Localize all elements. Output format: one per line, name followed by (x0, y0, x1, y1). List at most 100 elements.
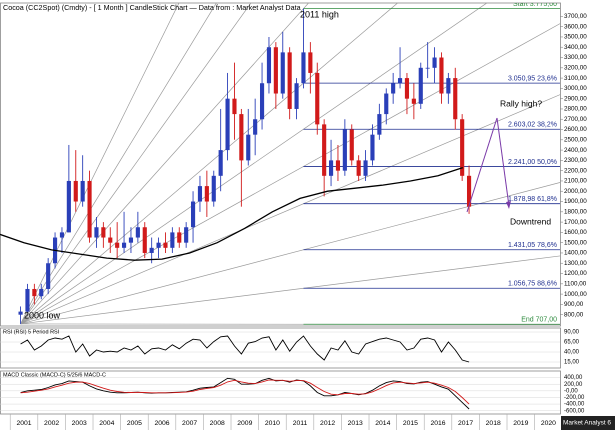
candle-body (349, 129, 354, 161)
candle-body (335, 160, 341, 171)
candle-body (204, 186, 209, 202)
candle-body (197, 186, 203, 202)
y-tick-label: 1500,00 (564, 239, 587, 246)
candle-body (163, 242, 168, 248)
y-tick-label: 1400,00 (564, 250, 587, 257)
indicator-line (20, 377, 470, 410)
candle-body (411, 98, 416, 104)
candle-body (273, 47, 278, 94)
candle-body (315, 72, 320, 125)
candle-body (439, 57, 444, 94)
y-tick-label: 15,00 (564, 360, 580, 366)
fib-label: 1.056,75 88,6% (508, 281, 557, 288)
fan-line (20, 3, 488, 325)
candle-body (87, 180, 92, 238)
candle-body (32, 288, 37, 297)
candle-body (101, 227, 106, 238)
fan-line (20, 3, 180, 325)
x-tick-label: 2001 (16, 420, 31, 427)
x-tick-label: 2019 (513, 420, 528, 427)
candle-body (184, 227, 189, 243)
x-tick-label: 2007 (182, 420, 197, 427)
fan-line (20, 3, 310, 325)
candle-body (301, 52, 306, 84)
y-tick-label: 1000,00 (564, 291, 587, 298)
candle-body (39, 288, 44, 297)
moving-average (0, 166, 464, 261)
y-tick-label: 65,00 (564, 340, 580, 346)
candle-body (18, 311, 23, 315)
footer: Market Analyst 6 (563, 420, 611, 427)
candle-body (156, 242, 161, 248)
y-tick-label: 40,00 (564, 350, 580, 356)
candle-body (404, 78, 410, 99)
fib-label: 1.431,05 78,6% (508, 242, 557, 249)
candle-body (59, 232, 65, 238)
candle-body (432, 57, 437, 68)
y-tick-label: 2400,00 (564, 147, 587, 154)
y-tick-label: 800,00 (564, 311, 584, 318)
y-tick-label: 3400,00 (564, 44, 587, 51)
candle-body (190, 201, 196, 228)
candle-body (356, 160, 361, 176)
candle-body (170, 232, 175, 248)
y-tick-label: 1900,00 (564, 198, 587, 205)
candle-body (25, 288, 30, 312)
chart-title: Cocoa (CC2Spot) (Cmdty) - [ 1 Month ] Ca… (3, 3, 301, 12)
x-tick-label: 2018 (486, 420, 501, 427)
y-tick-label: 2100,00 (564, 178, 587, 185)
candle-body (460, 119, 465, 176)
x-tick-label: 2013 (348, 420, 363, 427)
annotation: Downtrend (510, 216, 551, 226)
candle-body (94, 227, 99, 238)
x-tick-label: 2010 (265, 420, 280, 427)
y-tick-label: 1200,00 (564, 270, 587, 277)
y-tick-label: 1600,00 (564, 229, 587, 236)
y-tick-label: 2200,00 (564, 167, 587, 174)
macd-panel (0, 370, 561, 415)
candle-body (232, 98, 237, 115)
x-tick-label: 2017 (458, 420, 473, 427)
candle-body (328, 160, 334, 176)
candle-body (218, 150, 223, 176)
indicator-line (20, 335, 470, 363)
candle-body (135, 227, 140, 238)
y-tick-label: 1100,00 (564, 280, 587, 287)
candle-body (446, 78, 451, 94)
candle-body (377, 114, 382, 135)
y-tick-label: 3200,00 (564, 64, 587, 71)
y-tick-label: 3700,00 (564, 13, 587, 20)
x-tick-label: 2011 (293, 420, 308, 427)
y-tick-label: 3000,00 (564, 85, 587, 92)
candle-body (239, 114, 244, 161)
fib-label: 1.878,98 61,8% (508, 196, 557, 203)
x-tick-label: 2012 (320, 420, 335, 427)
candle-body (211, 175, 216, 202)
candle-body (466, 175, 472, 207)
candle-body (259, 83, 265, 120)
y-tick-label: 2000,00 (564, 188, 587, 195)
candle-body (397, 78, 403, 84)
candle-body (149, 247, 154, 253)
fib-label: End 707,00 (521, 317, 557, 324)
x-tick-label: 2020 (541, 420, 556, 427)
macd-title: MACD Classic (MACD-C) 5/25/6 MACD-C (3, 372, 106, 378)
x-tick-label: 2006 (154, 420, 169, 427)
y-tick-label: 2600,00 (564, 126, 587, 133)
x-tick-label: 2014 (375, 420, 390, 427)
x-tick-label: 2009 (237, 420, 252, 427)
y-tick-label: 1300,00 (564, 260, 587, 267)
fib-label: 2.603,02 38,2% (508, 122, 557, 129)
rsi-title: RSI (RSI) 5 Period RSI (3, 329, 60, 335)
footer-box (561, 416, 615, 430)
candle-body (80, 180, 85, 202)
candle-body (73, 180, 78, 202)
y-tick-label: 3500,00 (564, 34, 587, 41)
y-tick-label: -200,00 (564, 395, 585, 401)
candle-body (46, 263, 51, 289)
x-tick-label: 2002 (44, 420, 59, 427)
candle-body (121, 242, 127, 248)
y-tick-label: -600,00 (564, 408, 585, 414)
